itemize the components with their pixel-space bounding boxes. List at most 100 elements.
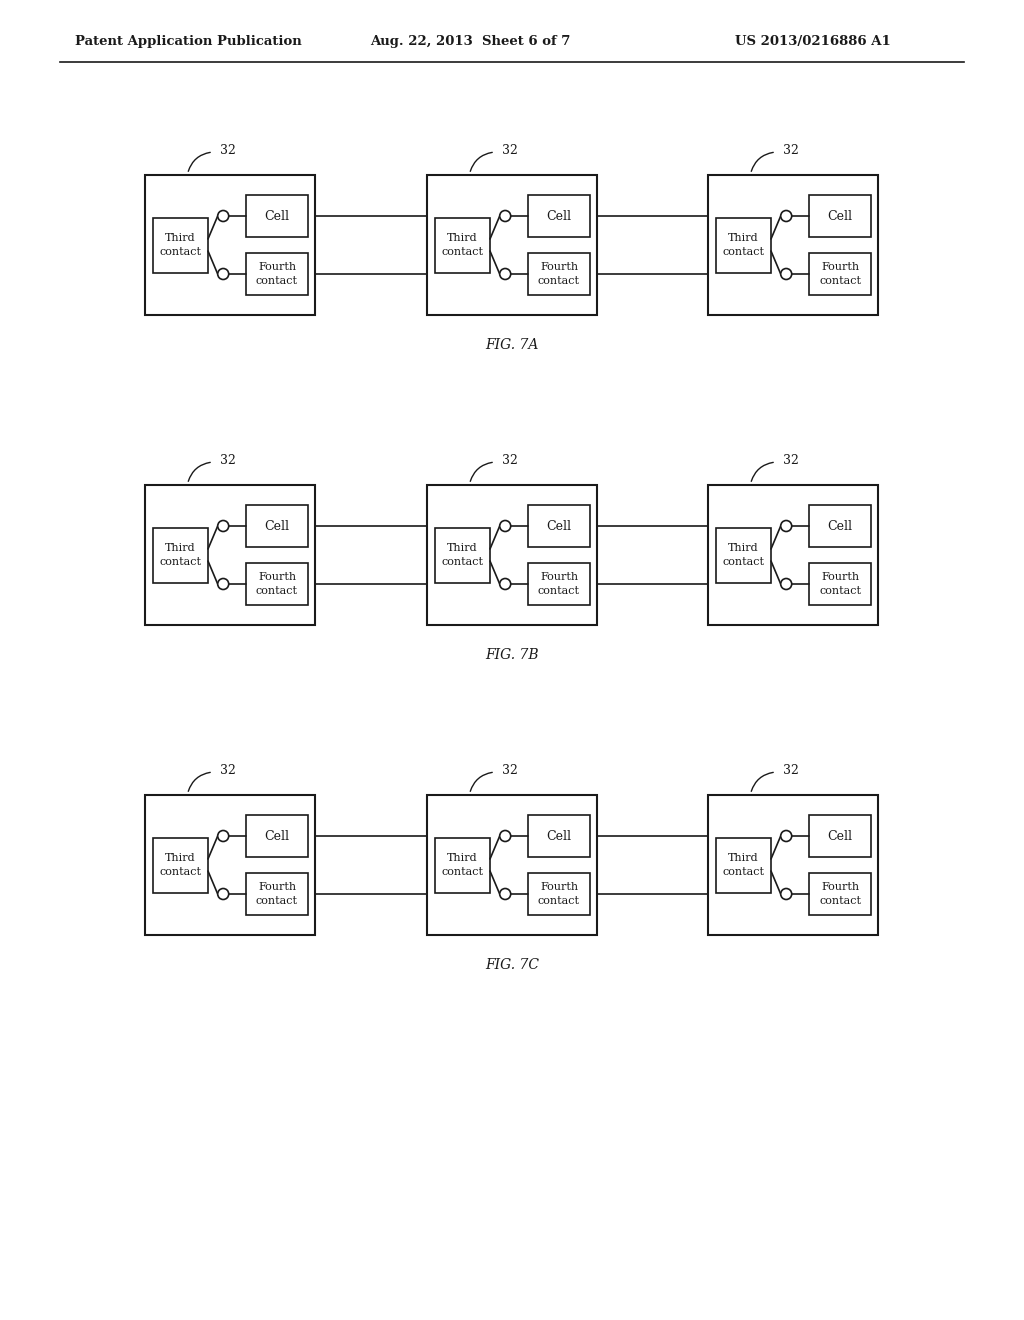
Text: contact: contact: [819, 896, 861, 906]
Text: contact: contact: [256, 896, 298, 906]
Bar: [528, 814, 590, 857]
Bar: [246, 506, 308, 546]
Text: Third: Third: [447, 543, 478, 553]
Text: 32: 32: [220, 454, 236, 466]
Bar: [153, 218, 208, 272]
Text: contact: contact: [723, 557, 765, 568]
Text: 32: 32: [502, 144, 518, 157]
Bar: [809, 564, 871, 605]
Bar: [809, 253, 871, 294]
Bar: [809, 506, 871, 546]
Text: Third: Third: [165, 853, 196, 863]
Circle shape: [218, 210, 228, 222]
Text: contact: contact: [256, 276, 298, 286]
Circle shape: [218, 888, 228, 899]
Text: Cell: Cell: [547, 520, 571, 532]
Circle shape: [218, 520, 228, 532]
Text: contact: contact: [441, 247, 483, 257]
Text: 32: 32: [783, 763, 799, 776]
Circle shape: [500, 830, 511, 842]
Bar: [435, 837, 490, 892]
Bar: [809, 814, 871, 857]
Text: Fourth: Fourth: [821, 572, 859, 582]
Bar: [246, 564, 308, 605]
Bar: [427, 176, 597, 315]
Circle shape: [780, 268, 792, 280]
Text: contact: contact: [723, 867, 765, 876]
Text: Cell: Cell: [264, 829, 290, 842]
Text: Third: Third: [447, 234, 478, 243]
Bar: [716, 218, 771, 272]
Text: Fourth: Fourth: [540, 261, 579, 272]
Circle shape: [500, 578, 511, 590]
Text: 32: 32: [502, 454, 518, 466]
Bar: [246, 195, 308, 238]
Circle shape: [218, 268, 228, 280]
Text: contact: contact: [160, 247, 202, 257]
Text: FIG. 7B: FIG. 7B: [485, 648, 539, 663]
Text: Fourth: Fourth: [540, 882, 579, 892]
Text: contact: contact: [160, 557, 202, 568]
Circle shape: [500, 520, 511, 532]
Bar: [153, 837, 208, 892]
Circle shape: [218, 578, 228, 590]
Text: Cell: Cell: [547, 210, 571, 223]
Bar: [246, 814, 308, 857]
Bar: [145, 795, 315, 935]
Text: Aug. 22, 2013  Sheet 6 of 7: Aug. 22, 2013 Sheet 6 of 7: [370, 36, 570, 49]
Bar: [716, 528, 771, 582]
Circle shape: [500, 210, 511, 222]
Bar: [708, 176, 878, 315]
Bar: [708, 795, 878, 935]
Text: 32: 32: [220, 763, 236, 776]
Text: Fourth: Fourth: [821, 261, 859, 272]
Bar: [427, 484, 597, 624]
Bar: [528, 564, 590, 605]
Text: FIG. 7A: FIG. 7A: [485, 338, 539, 352]
Text: Cell: Cell: [827, 829, 853, 842]
Text: 32: 32: [502, 763, 518, 776]
Text: contact: contact: [160, 867, 202, 876]
Text: Third: Third: [728, 234, 759, 243]
Bar: [708, 484, 878, 624]
Circle shape: [780, 888, 792, 899]
Text: FIG. 7C: FIG. 7C: [485, 958, 539, 972]
Text: Cell: Cell: [827, 520, 853, 532]
Bar: [145, 484, 315, 624]
Text: 32: 32: [783, 144, 799, 157]
Text: Fourth: Fourth: [258, 261, 296, 272]
Text: Third: Third: [165, 234, 196, 243]
Text: Patent Application Publication: Patent Application Publication: [75, 36, 302, 49]
Circle shape: [500, 268, 511, 280]
Circle shape: [780, 830, 792, 842]
Text: Fourth: Fourth: [258, 572, 296, 582]
Text: Fourth: Fourth: [540, 572, 579, 582]
Bar: [246, 873, 308, 915]
Bar: [435, 218, 490, 272]
Circle shape: [500, 888, 511, 899]
Text: contact: contact: [538, 896, 580, 906]
Bar: [809, 873, 871, 915]
Text: Third: Third: [447, 853, 478, 863]
Text: contact: contact: [819, 276, 861, 286]
Text: 32: 32: [220, 144, 236, 157]
Circle shape: [780, 520, 792, 532]
Text: contact: contact: [256, 586, 298, 597]
Text: Fourth: Fourth: [258, 882, 296, 892]
Text: US 2013/0216886 A1: US 2013/0216886 A1: [735, 36, 891, 49]
Bar: [528, 873, 590, 915]
Text: Cell: Cell: [264, 210, 290, 223]
Bar: [145, 176, 315, 315]
Bar: [153, 528, 208, 582]
Text: 32: 32: [783, 454, 799, 466]
Text: contact: contact: [441, 557, 483, 568]
Bar: [435, 528, 490, 582]
Text: Fourth: Fourth: [821, 882, 859, 892]
Text: contact: contact: [723, 247, 765, 257]
Circle shape: [218, 830, 228, 842]
Bar: [528, 253, 590, 294]
Text: contact: contact: [819, 586, 861, 597]
Bar: [809, 195, 871, 238]
Circle shape: [780, 578, 792, 590]
Text: Cell: Cell: [827, 210, 853, 223]
